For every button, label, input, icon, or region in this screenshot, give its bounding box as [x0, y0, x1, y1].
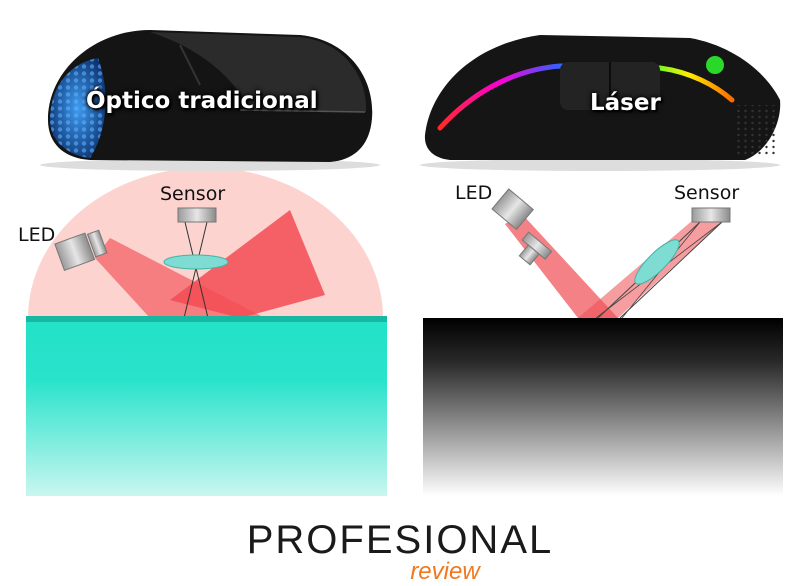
right-sensor-label: Sensor — [674, 182, 740, 204]
lens — [163, 254, 229, 270]
surface-top — [26, 316, 387, 322]
sensor-chip — [177, 207, 217, 223]
sensor-ray — [184, 221, 209, 319]
sensor-ray — [619, 221, 723, 319]
collimator-lens — [518, 231, 553, 266]
logo-tagline: review — [410, 558, 480, 585]
logo-name: PROFESIONAL — [246, 518, 554, 562]
right-diagram — [423, 188, 783, 496]
sensor-chip — [691, 207, 731, 223]
left-led-label: LED — [18, 224, 56, 246]
surface-block — [423, 318, 783, 496]
led-emitter — [491, 188, 534, 231]
lens — [634, 239, 680, 285]
left-diagram — [26, 167, 387, 496]
left-sensor-label: Sensor — [160, 183, 226, 205]
surface-block — [26, 318, 387, 496]
right-led-label: LED — [455, 182, 493, 204]
optical-mouse-illustration — [40, 30, 380, 171]
sensor-ray — [183, 221, 208, 319]
brand-logo: PROFESIONAL review — [0, 520, 800, 584]
laser-mouse-title: Láser — [590, 90, 661, 116]
reflected-beam — [170, 210, 325, 318]
optical-mouse-title: Óptico tradicional — [86, 88, 318, 114]
led-emitter — [54, 229, 108, 272]
laser-mouse-illustration — [420, 35, 781, 171]
